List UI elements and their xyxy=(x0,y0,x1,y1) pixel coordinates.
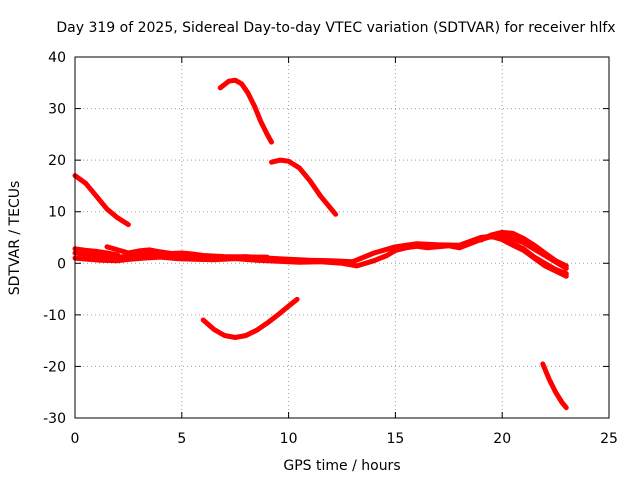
series-group xyxy=(72,77,569,411)
series-arc-e xyxy=(540,361,569,411)
y-axis-label: SDTVAR / TECUs xyxy=(7,181,23,296)
y-tick-label: 20 xyxy=(48,153,66,169)
series-arc-c xyxy=(269,157,339,217)
x-tick-label: 25 xyxy=(600,431,618,447)
series-arc-d xyxy=(200,296,300,340)
y-tick-label: 30 xyxy=(48,102,66,118)
x-tick-label: 20 xyxy=(493,431,511,447)
grid xyxy=(75,57,609,418)
series-main-6 xyxy=(72,246,121,258)
y-tick-label: 0 xyxy=(57,256,66,272)
y-tick-label: -30 xyxy=(43,411,66,427)
series-arc-b xyxy=(217,77,274,145)
x-tick-label: 15 xyxy=(386,431,404,447)
y-tick-label: 40 xyxy=(48,50,66,66)
plot-frame xyxy=(74,56,610,419)
y-tick-label: 10 xyxy=(48,205,66,221)
x-tick-label: 10 xyxy=(280,431,298,447)
axes: 0 5 10 15 20 25 -30 -20 -10 0 10 20 30 40 xyxy=(43,50,618,447)
x-tick-label: 0 xyxy=(71,431,80,447)
x-axis-label: GPS time / hours xyxy=(283,458,400,474)
y-tick-label: -10 xyxy=(43,308,66,324)
series-main-3 xyxy=(104,244,270,260)
chart-title: Day 319 of 2025, Sidereal Day-to-day VTE… xyxy=(56,20,615,36)
series-main-4 xyxy=(478,229,569,269)
series-main-2 xyxy=(72,234,569,279)
y-tick-label: -20 xyxy=(43,359,66,375)
series-arc-a xyxy=(72,173,131,228)
x-tick-label: 5 xyxy=(177,431,186,447)
series-main-5 xyxy=(499,235,569,277)
